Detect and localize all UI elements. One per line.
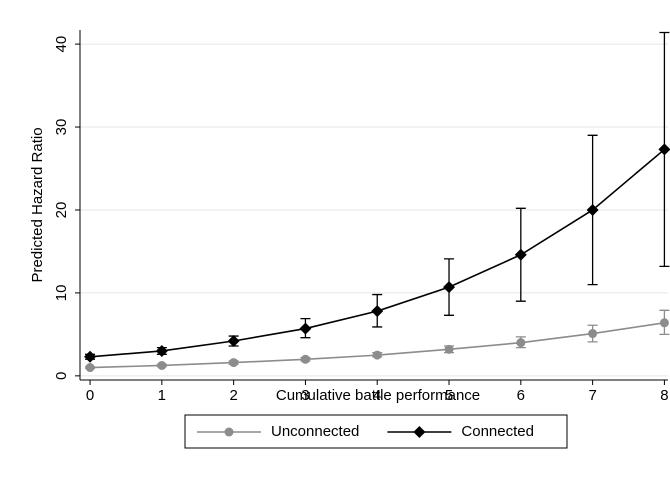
marker bbox=[516, 338, 526, 348]
x-tick-label: 3 bbox=[301, 387, 309, 404]
marker bbox=[227, 335, 240, 348]
marker bbox=[372, 350, 382, 360]
y-tick-label: 20 bbox=[53, 202, 70, 219]
marker bbox=[371, 305, 384, 318]
marker bbox=[85, 363, 95, 373]
marker bbox=[155, 344, 168, 357]
x-axis-label: Cumulative battle performance bbox=[276, 387, 480, 404]
legend-label: Unconnected bbox=[271, 423, 359, 440]
marker bbox=[84, 350, 97, 363]
y-tick-label: 0 bbox=[53, 372, 70, 380]
marker bbox=[586, 203, 599, 216]
marker bbox=[229, 358, 239, 368]
marker bbox=[157, 360, 167, 370]
y-axis-label: Predicted Hazard Ratio bbox=[29, 127, 46, 282]
x-tick-label: 2 bbox=[229, 387, 237, 404]
marker bbox=[444, 344, 454, 354]
marker bbox=[443, 281, 456, 294]
y-tick-label: 30 bbox=[53, 119, 70, 136]
series-line bbox=[90, 321, 665, 369]
y-tick-label: 10 bbox=[53, 285, 70, 302]
marker bbox=[658, 143, 670, 156]
x-tick-label: 5 bbox=[445, 387, 453, 404]
x-tick-label: 4 bbox=[373, 387, 381, 404]
marker bbox=[659, 318, 669, 328]
marker bbox=[300, 354, 310, 364]
x-tick-label: 0 bbox=[86, 387, 94, 404]
x-tick-label: 7 bbox=[588, 387, 596, 404]
x-tick-label: 8 bbox=[660, 387, 668, 404]
marker bbox=[224, 427, 234, 437]
x-tick-label: 6 bbox=[517, 387, 525, 404]
x-tick-label: 1 bbox=[158, 387, 166, 404]
marker bbox=[299, 322, 312, 335]
y-tick-label: 40 bbox=[53, 36, 70, 53]
marker bbox=[588, 329, 598, 339]
marker bbox=[514, 248, 527, 261]
marker bbox=[413, 426, 426, 438]
legend-label: Connected bbox=[461, 423, 534, 440]
